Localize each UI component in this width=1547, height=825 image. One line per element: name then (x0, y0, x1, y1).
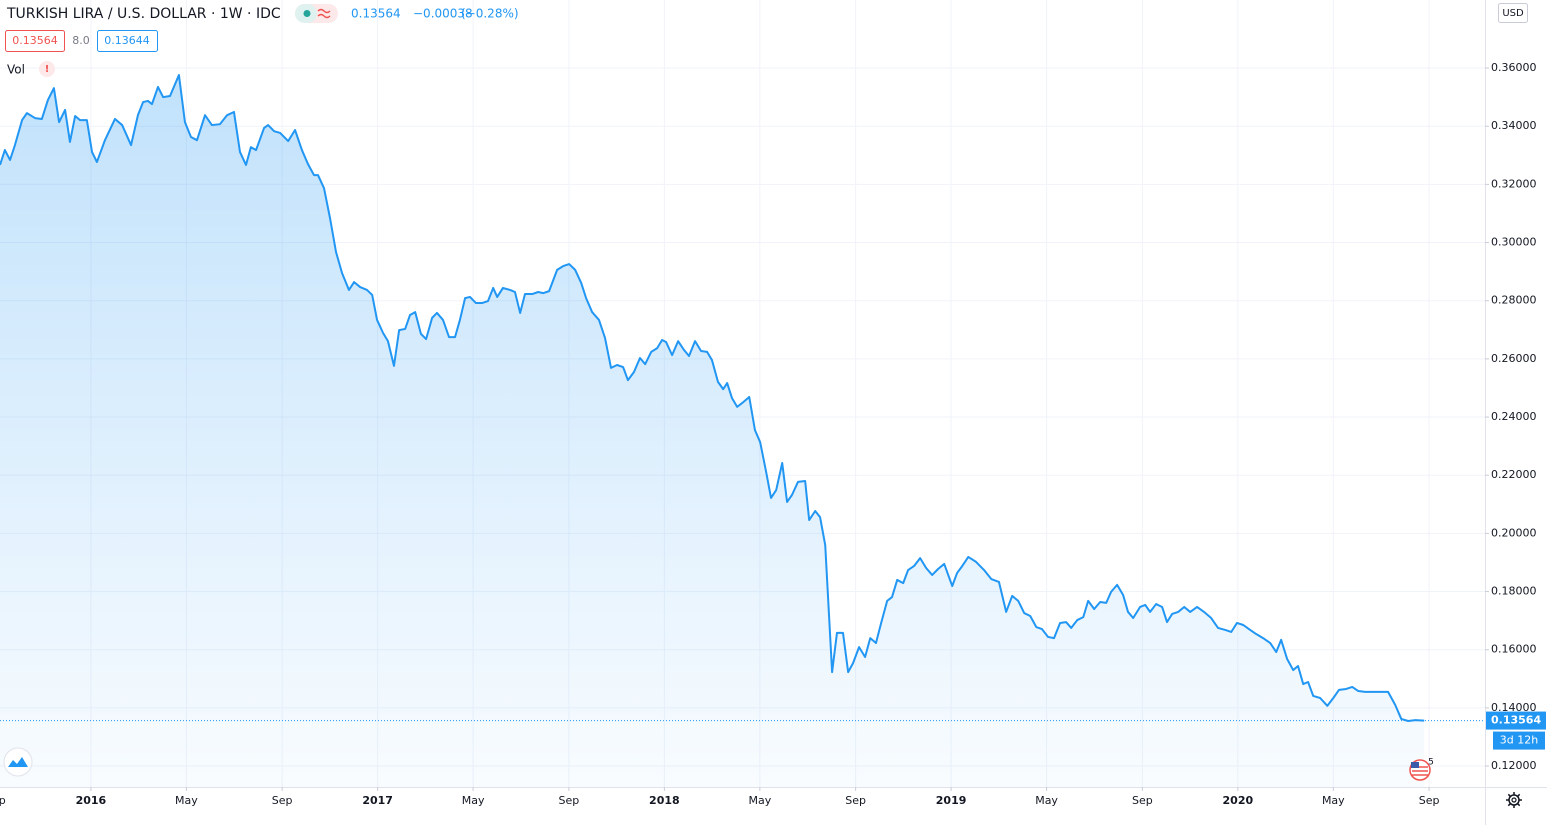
x-tick-label: Sep (845, 794, 866, 807)
price-area (0, 75, 1425, 787)
delayed-icon (317, 8, 331, 19)
events-badge[interactable]: 5 (1409, 758, 1434, 781)
logo-circle (3, 747, 33, 777)
y-tick-label: 0.20000 (1491, 526, 1537, 539)
last-price: 0.13564 (351, 7, 401, 21)
gear-hub (1511, 797, 1517, 803)
logo-mark (8, 757, 28, 767)
settings-button[interactable] (1506, 792, 1522, 808)
y-tick-label: 0.30000 (1491, 236, 1537, 249)
y-tick-label: 0.16000 (1491, 643, 1537, 656)
currency: USD (1502, 8, 1524, 19)
currency-box[interactable] (1498, 3, 1528, 23)
price-tag (1486, 711, 1546, 730)
axes: 0.12000 0.14000 0.16000 0.18000 0.20000 0.220… (0, 61, 1546, 807)
y-tick-label: 0.26000 (1491, 352, 1537, 365)
status-pill[interactable] (295, 4, 338, 23)
flag-canton (1411, 762, 1419, 768)
price-line (0, 74, 1425, 722)
y-tick-label: 0.22000 (1491, 468, 1537, 481)
logo-button[interactable] (3, 747, 33, 777)
y-tick-label: 0.34000 (1491, 119, 1537, 132)
price-change-pct: (−0.28%) (461, 7, 519, 21)
price-tag-label: 0.13564 (1491, 714, 1541, 727)
x-tick-label: 2017 (362, 794, 393, 807)
y-tick-label: 0.36000 (1491, 61, 1537, 74)
y-tick-label: 0.24000 (1491, 410, 1537, 423)
x-tick-label: Sep (272, 794, 293, 807)
x-tick-label: Sep (1419, 794, 1440, 807)
y-tick-label: 0.18000 (1491, 585, 1537, 598)
x-tick-label: 2020 (1223, 794, 1254, 807)
x-tick-label: May (1322, 794, 1345, 807)
volume-warning: ! (45, 64, 50, 75)
y-tick-label: 0.28000 (1491, 294, 1537, 307)
plot-area (0, 74, 1485, 787)
x-tick-label: Sep (1132, 794, 1153, 807)
bid-box[interactable] (5, 30, 65, 52)
x-tick-label: May (748, 794, 771, 807)
countdown-label: 3d 12h (1500, 734, 1538, 747)
ask-box[interactable] (97, 30, 158, 52)
spread: 8.0 (72, 34, 90, 47)
volume-warning-bg[interactable] (39, 61, 55, 77)
y-tick-label: 0.12000 (1491, 759, 1537, 772)
x-tick-label: May (462, 794, 485, 807)
x-tick-label: Sep (559, 794, 580, 807)
symbol-title: TURKISH LIRA / U.S. DOLLAR · 1W · IDC (6, 6, 281, 22)
market-open-dot (303, 10, 311, 17)
countdown-tag (1493, 731, 1545, 750)
y-tick-label: 0.14000 (1491, 701, 1537, 714)
gear-teeth (1506, 792, 1522, 808)
x-tick-label: May (1035, 794, 1058, 807)
x-tick-label: May (175, 794, 198, 807)
ask-price: 0.13644 (104, 34, 150, 47)
x-tick-label: 2019 (936, 794, 967, 807)
price-change: −0.00038 (413, 7, 473, 21)
bid-price: 0.13564 (12, 34, 58, 47)
y-tick-label: 0.32000 (1491, 177, 1537, 190)
volume-label: Vol (7, 63, 25, 77)
x-tick-label: Sep (0, 794, 6, 807)
x-tick-label: 2016 (76, 794, 107, 807)
x-tick-label: 2018 (649, 794, 680, 807)
events-count: 5 (1428, 758, 1434, 768)
